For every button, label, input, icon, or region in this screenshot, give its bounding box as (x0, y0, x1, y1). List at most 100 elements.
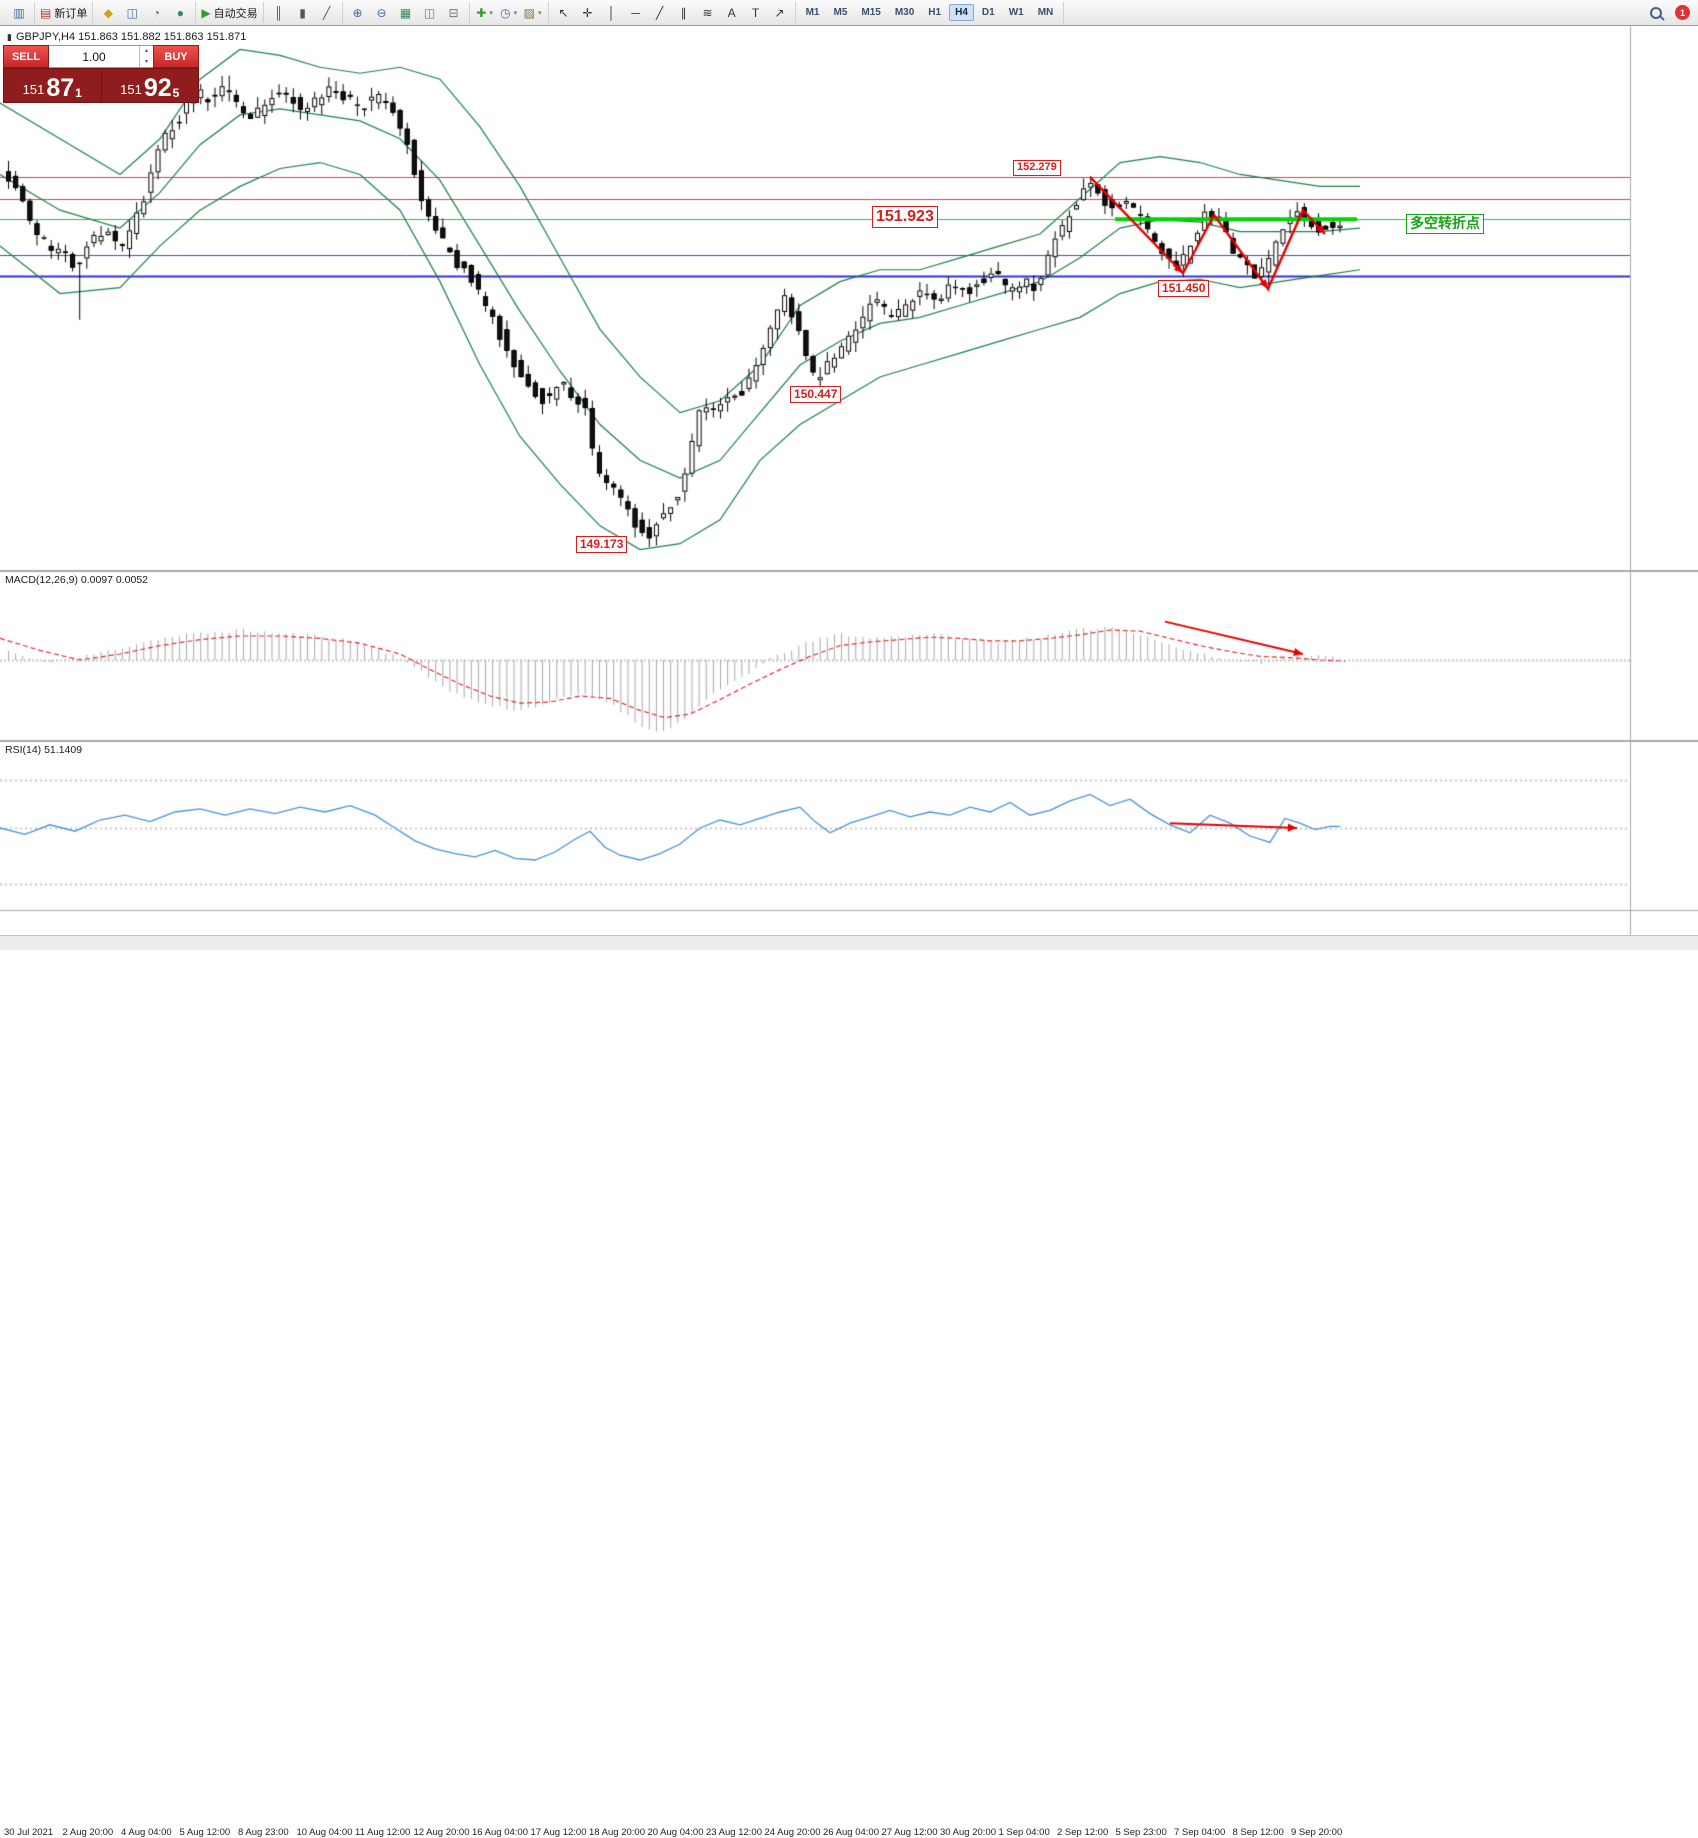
time-label: 5 Aug 12:00 (179, 1827, 231, 1838)
indicators-button[interactable]: ✚ ▾ (473, 3, 497, 23)
symbol-ohlc-header: ▮ GBPJPY,H4 151.863 151.882 151.863 151.… (7, 31, 246, 43)
macd-panel[interactable] (0, 572, 1630, 740)
volume-down-button[interactable]: ▾ (144, 58, 148, 65)
time-label: 5 Sep 23:00 (1115, 1827, 1167, 1838)
time-label: 16 Aug 04:00 (472, 1827, 528, 1838)
new-order-label: 新订单 (54, 7, 88, 20)
window-bottom-strip (0, 935, 1698, 950)
sell-price-sup: 1 (75, 86, 82, 100)
auto-arrange-button[interactable]: ◫ (418, 3, 442, 23)
trendline-button[interactable]: ╱ (648, 3, 672, 23)
sell-price-whole: 151 (22, 82, 45, 97)
time-label: 30 Aug 20:00 (940, 1827, 996, 1838)
new-chart-icon: ▥ (13, 5, 25, 20)
time-label: 4 Aug 04:00 (121, 1827, 172, 1838)
vertical-line-button[interactable]: │ (600, 3, 624, 23)
templates-dropdown-icon[interactable]: ▾ (537, 9, 542, 17)
timeframe-w1-button[interactable]: W1 (1008, 7, 1024, 18)
zoom-out-button[interactable]: ⊖ (370, 3, 394, 23)
chart-annotation-text[interactable]: 多空转折点 (1406, 214, 1484, 234)
notification-badge[interactable]: 1 (1675, 5, 1690, 20)
main-chart-panel[interactable] (0, 26, 1630, 570)
tile-windows-button[interactable]: ▦ (394, 3, 418, 23)
timeframe-h4-button[interactable]: H4 (949, 4, 974, 21)
time-label: 26 Aug 04:00 (823, 1827, 879, 1838)
chart-annotation-149.173[interactable]: 149.173 (576, 536, 628, 553)
templates-icon: ▨ (523, 5, 535, 20)
crosshair-icon: ✛ (582, 5, 593, 20)
accounts-button[interactable]: ◫ (120, 3, 144, 23)
periods-dropdown-icon[interactable]: ▾ (513, 9, 518, 17)
periods-button[interactable]: ◷ ▾ (497, 3, 521, 23)
candlestick-mode-icon: ▮ (299, 5, 306, 20)
sell-button[interactable]: SELL (3, 45, 49, 68)
new-chart-button[interactable]: ▥ (7, 3, 31, 23)
zoom-in-button[interactable]: ⊕ (346, 3, 370, 23)
sell-price-pips: 87 (46, 74, 75, 102)
arrows-tool-button[interactable]: ↗ (768, 3, 792, 23)
timeframe-mn-button[interactable]: MN (1037, 7, 1054, 18)
price-axis[interactable]: 153.345153.075152.810152.545152.010151.7… (1630, 26, 1698, 935)
time-label: 24 Aug 20:00 (764, 1827, 821, 1838)
text-label-button[interactable]: T (744, 3, 768, 23)
volume-control: 1.00 ▴ ▾ (49, 45, 153, 68)
volume-input[interactable]: 1.00 (82, 49, 106, 64)
time-label: 30 Jul 2021 (4, 1827, 54, 1838)
one-click-trading-widget: SELL 1.00 ▴ ▾ BUY 151 87 1 151 92 5 (3, 45, 199, 103)
equidistant-channel-button[interactable]: ∥ (672, 3, 696, 23)
time-axis[interactable]: 30 Jul 2021 2 Aug 20:00 4 Aug 04:00 5 Aug 1… (0, 911, 1630, 1838)
new-order-icon: ▤ (40, 5, 52, 20)
time-label: 9 Sep 20:00 (1291, 1827, 1343, 1838)
vertical-line-icon: │ (607, 5, 616, 20)
chart-shift-button[interactable]: ⊟ (442, 3, 466, 23)
community-button[interactable]: ◔ (144, 3, 168, 23)
zoom-out-icon: ⊖ (376, 5, 387, 20)
autotrading-button[interactable]: ▶ 自动交易 (199, 3, 259, 23)
chart-shift-icon: ⊟ (448, 5, 459, 20)
time-label: 20 Aug 04:00 (647, 1827, 704, 1838)
templates-button[interactable]: ▨ ▾ (521, 3, 545, 23)
toolbar: ▥ ▤ 新订单 ◆ ◫ ◔ ● ▶ 自动交易 ║ ▮ ╱ ⊕ ⊖ ▦ ◫ ⊟ ✚ ▾ ◷ ▾ ▨ ▾ ↖ ✛ │ ─ ╱ ∥ ≋ A T ↗ M1… (0, 0, 1698, 26)
arrows-tool-icon: ↗ (774, 5, 785, 20)
time-label: 18 Aug 20:00 (589, 1827, 645, 1838)
chart-annotation-152.279[interactable]: 152.279 (1013, 160, 1061, 176)
cursor-button[interactable]: ↖ (552, 3, 576, 23)
fibonacci-icon: ≋ (702, 5, 713, 20)
time-label: 12 Aug 20:00 (413, 1827, 470, 1838)
bar-chart-mode-button[interactable]: ║ (267, 3, 291, 23)
chart-annotation-151.450[interactable]: 151.450 (1158, 280, 1210, 297)
timeframe-m1-button[interactable]: M1 (805, 7, 820, 18)
buy-price-pips: 92 (143, 74, 172, 102)
volume-up-button[interactable]: ▴ (144, 48, 148, 55)
line-chart-mode-icon: ╱ (322, 5, 331, 20)
buy-price-sup: 5 (172, 86, 180, 100)
candlestick-mode-button[interactable]: ▮ (291, 3, 315, 23)
timeframe-m30-button[interactable]: M30 (894, 7, 915, 18)
time-label: 8 Sep 12:00 (1232, 1827, 1284, 1838)
buy-button[interactable]: BUY (153, 45, 199, 68)
search-icon[interactable] (1650, 6, 1662, 19)
new-order-button[interactable]: ▤ 新订单 (38, 3, 89, 23)
chart-annotation-150.447[interactable]: 150.447 (790, 386, 842, 403)
rsi-panel[interactable] (0, 742, 1630, 910)
market-button[interactable]: ● (168, 3, 192, 23)
fibonacci-button[interactable]: ≋ (696, 3, 720, 23)
bar-chart-mode-icon: ║ (274, 5, 283, 20)
buy-price-display[interactable]: 151 92 5 (100, 69, 199, 102)
timeframe-m5-button[interactable]: M5 (833, 7, 848, 18)
sell-price-display[interactable]: 151 87 1 (4, 69, 101, 102)
horizontal-line-button[interactable]: ─ (624, 3, 648, 23)
text-button[interactable]: A (720, 3, 744, 23)
indicators-dropdown-icon[interactable]: ▾ (489, 9, 493, 17)
crosshair-button[interactable]: ✛ (576, 3, 600, 23)
timeframe-h1-button[interactable]: H1 (928, 7, 942, 18)
timeframe-d1-button[interactable]: D1 (981, 7, 995, 18)
deposit-button[interactable]: ◆ (96, 3, 120, 23)
autotrading-icon: ▶ (201, 5, 211, 20)
line-chart-mode-button[interactable]: ╱ (315, 3, 339, 23)
time-label: 2 Aug 20:00 (62, 1827, 114, 1838)
chart-annotation-151.923[interactable]: 151.923 (872, 206, 938, 228)
chart-canvas[interactable] (0, 0, 1698, 949)
time-label: 11 Aug 12:00 (355, 1827, 411, 1838)
timeframe-m15-button[interactable]: M15 (861, 7, 881, 18)
